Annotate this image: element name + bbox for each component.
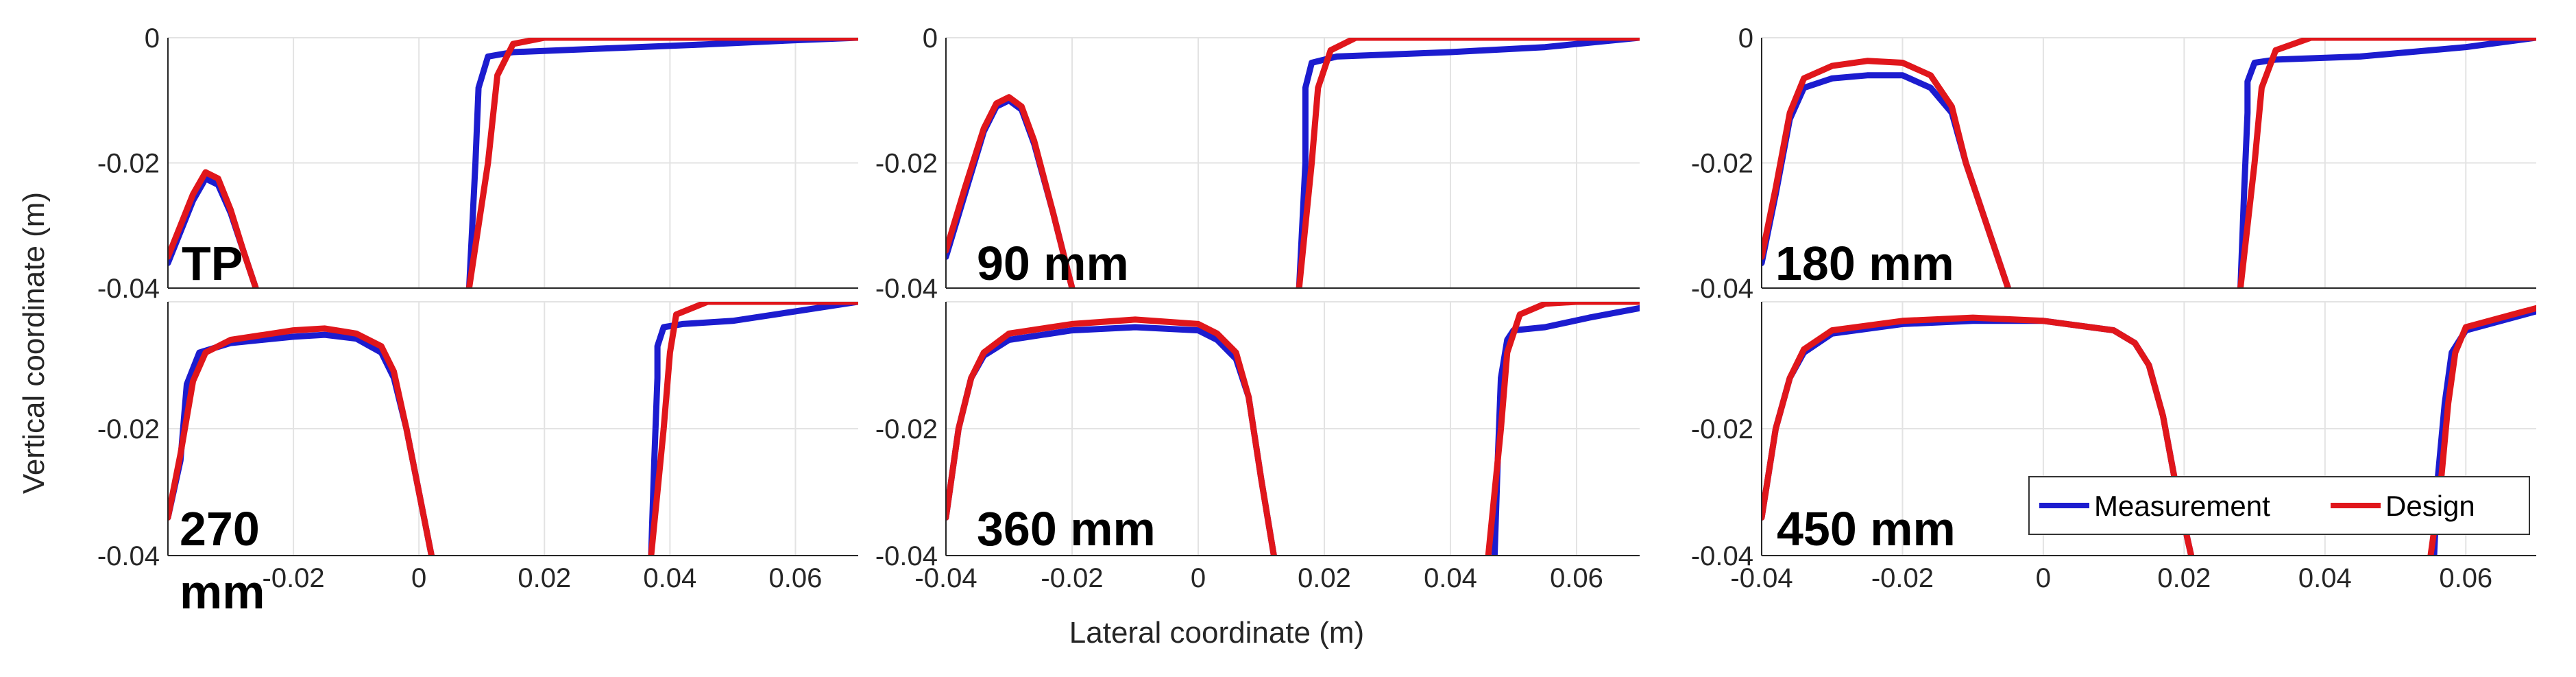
- x-tick-label: 0.02: [2157, 563, 2211, 593]
- y-tick-label: -0.04: [97, 274, 160, 304]
- series-line-design: [946, 316, 1277, 556]
- x-tick-label: -0.02: [1041, 563, 1103, 593]
- y-tick-label: -0.04: [97, 541, 160, 571]
- panel-1: 0 -0.02 -0.04 TP: [97, 23, 858, 304]
- y-tick-label: 0: [1738, 23, 1753, 54]
- y-axis-title: Vertical coordinate (m): [17, 192, 51, 494]
- y-tick-label: -0.04: [875, 274, 938, 304]
- panel-6: -0.02 -0.04-0.04 -0.02 0 0.02 0.04 0.06 450 mm: [1691, 301, 2536, 593]
- x-tick-label: 0.06: [2439, 563, 2492, 593]
- series-line-design: [168, 325, 435, 556]
- y-tick-label: -0.02: [1691, 149, 1753, 179]
- x-tick-label: 0.06: [1550, 563, 1603, 593]
- panel-label: 270 mm: [180, 502, 265, 619]
- panel-label: 90 mm: [977, 237, 1129, 290]
- x-tick-label: 0.02: [518, 563, 571, 593]
- x-tick-label: 0: [1191, 563, 1206, 593]
- panel-label: 360 mm: [977, 502, 1156, 556]
- y-tick-label: -0.02: [1691, 414, 1753, 444]
- y-tick-label: -0.02: [97, 149, 160, 179]
- legend: Measurement Design: [2028, 476, 2530, 535]
- x-tick-label: 0.06: [769, 563, 823, 593]
- series-line-measurement: [465, 38, 858, 288]
- panel-3: 0 -0.02 -0.04 180 mm: [1691, 23, 2536, 304]
- panel-5: -0.02 -0.04-0.04 -0.02 0 0.02 0.04 0.06 360 mm: [875, 301, 1640, 593]
- series-line-design: [1296, 38, 1640, 288]
- series-line-measurement: [2237, 38, 2536, 288]
- panel-label: TP: [182, 237, 243, 290]
- y-tick-label: -0.04: [1691, 274, 1753, 304]
- series-line-measurement: [1296, 38, 1640, 288]
- y-tick-label: 0: [145, 23, 160, 54]
- x-tick-label: 0: [411, 563, 426, 593]
- series-line-design: [168, 169, 259, 288]
- series-line-design: [465, 38, 858, 288]
- series-line-design: [1762, 58, 2011, 288]
- panel-2: 0 -0.02 -0.04 90 mm: [875, 23, 1640, 304]
- series-line-measurement: [648, 302, 858, 556]
- panel-4: -0.02 -0.04 -0.02 0 0.02 0.04 0.06 270 mm: [97, 301, 858, 619]
- x-tick-label: -0.02: [263, 563, 325, 593]
- series-line-design: [1485, 302, 1640, 556]
- x-tick-label: -0.04: [1730, 563, 1793, 593]
- x-tick-label: -0.02: [1871, 563, 1934, 593]
- y-tick-label: -0.02: [875, 149, 938, 179]
- panel-label: 180 mm: [1775, 237, 1954, 290]
- y-tick-label: -0.02: [97, 414, 160, 444]
- x-tick-label: 0.02: [1298, 563, 1351, 593]
- x-tick-label: 0.04: [1424, 563, 1477, 593]
- series-line-design: [2237, 38, 2536, 288]
- x-axis-title: Lateral coordinate (m): [1069, 616, 1364, 650]
- y-tick-label: -0.04: [875, 541, 938, 571]
- y-tick-label: 0: [923, 23, 938, 54]
- legend-design-label: Design: [2385, 490, 2475, 522]
- x-tick-label: 0.04: [2298, 563, 2352, 593]
- series-line-design: [648, 302, 858, 556]
- x-tick-label: -0.04: [914, 563, 977, 593]
- y-tick-label: -0.02: [875, 414, 938, 444]
- panel-label: 450 mm: [1777, 502, 1956, 556]
- x-tick-label: 0: [2036, 563, 2051, 593]
- legend-box: [2028, 476, 2530, 535]
- y-tick-label: -0.04: [1691, 541, 1753, 571]
- legend-measurement-label: Measurement: [2094, 490, 2270, 522]
- series-line-design: [1762, 314, 2195, 556]
- x-tick-label: 0.04: [643, 563, 696, 593]
- series-line-design: [946, 94, 1076, 288]
